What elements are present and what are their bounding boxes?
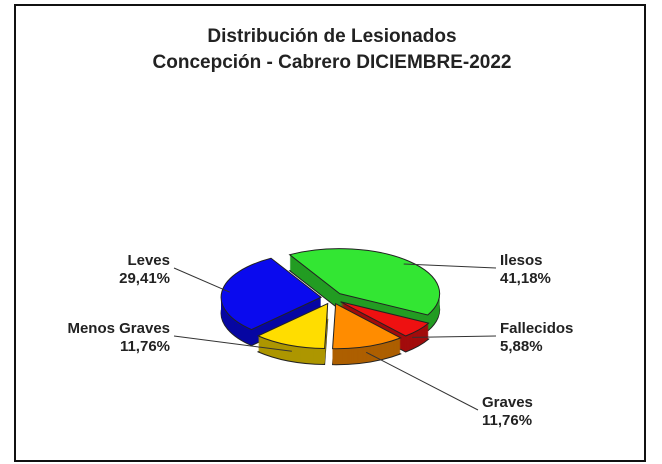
slice-top bbox=[256, 302, 329, 350]
value-label: 5,88% bbox=[500, 338, 543, 355]
chart-title: Distribución de Lesionados bbox=[207, 26, 456, 47]
category-label: Ilesos bbox=[500, 252, 543, 269]
value-label: 29,41% bbox=[119, 270, 170, 287]
chart-subtitle: Concepción - Cabrero DICIEMBRE-2022 bbox=[153, 52, 512, 73]
leader-line bbox=[173, 267, 230, 293]
category-label: Menos Graves bbox=[67, 320, 170, 337]
category-label: Fallecidos bbox=[500, 320, 573, 337]
slice bbox=[220, 257, 323, 347]
value-label: 11,76% bbox=[482, 412, 532, 429]
category-label: Leves bbox=[127, 252, 170, 269]
slice-top bbox=[332, 302, 402, 350]
value-label: 11,76% bbox=[120, 338, 170, 355]
slice-top bbox=[288, 248, 441, 316]
slice bbox=[288, 248, 441, 332]
slice bbox=[256, 302, 329, 366]
leader-line bbox=[173, 335, 292, 352]
leader-line bbox=[412, 335, 497, 338]
frame bbox=[14, 4, 646, 462]
slice-top bbox=[220, 257, 323, 331]
value-label: 41,18% bbox=[500, 270, 551, 287]
leader-line bbox=[365, 351, 479, 411]
leader-line bbox=[403, 263, 497, 269]
slice-top bbox=[340, 301, 430, 337]
category-label: Graves bbox=[482, 394, 533, 411]
slice bbox=[332, 302, 402, 366]
